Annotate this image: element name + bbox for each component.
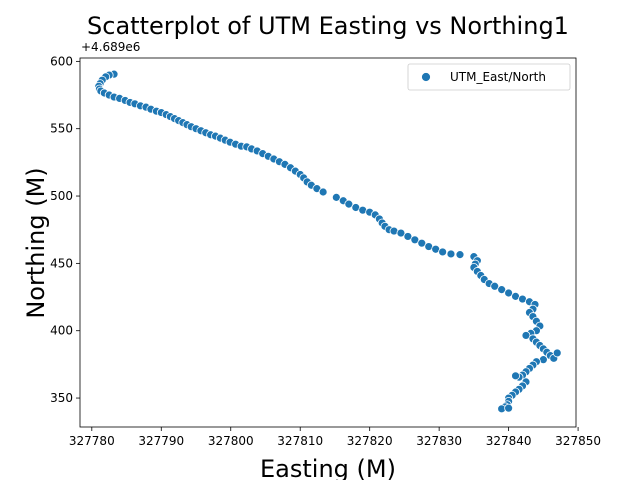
x-axis: 327780 327790 327800 327810 327820 327830 3278… — [69, 427, 601, 448]
legend-marker — [421, 72, 431, 82]
plot-frame — [79, 57, 577, 428]
x-tick-label: 327830 — [416, 434, 462, 448]
plot-area: 327780 327790 327800 327810 327820 327830 3278… — [50, 54, 601, 448]
data-point — [403, 232, 413, 241]
data-point — [490, 281, 500, 291]
x-tick-label: 327810 — [277, 434, 323, 448]
x-tick-label: 327820 — [347, 434, 393, 448]
y-tick-label: 500 — [50, 189, 73, 203]
scatter-points — [94, 69, 562, 414]
data-point — [318, 187, 328, 197]
y-axis-offset-label: +4.689e6 — [81, 40, 140, 54]
y-axis: 350 400 450 500 550 600 — [50, 54, 80, 405]
data-point — [497, 285, 507, 295]
y-tick-label: 350 — [50, 391, 73, 405]
y-tick-label: 550 — [50, 122, 73, 136]
data-point — [552, 348, 562, 358]
data-point — [521, 331, 531, 340]
y-axis-label: Northing (M) — [22, 167, 50, 318]
y-tick-label: 600 — [50, 54, 73, 68]
x-tick-label: 327840 — [486, 434, 532, 448]
x-axis-label: Easting (M) — [260, 455, 396, 480]
x-tick-label: 327780 — [69, 434, 115, 448]
data-point — [417, 238, 427, 248]
legend: UTM_East/North — [407, 63, 571, 91]
y-tick-label: 450 — [50, 256, 73, 270]
data-point — [504, 403, 514, 413]
x-tick-label: 327790 — [138, 434, 184, 448]
data-point — [344, 199, 354, 209]
x-tick-label: 327800 — [208, 434, 254, 448]
data-point — [504, 288, 514, 298]
data-point — [511, 371, 520, 381]
y-tick-label: 400 — [50, 324, 73, 338]
data-point — [438, 247, 448, 257]
legend-box — [407, 63, 571, 91]
data-point — [410, 235, 420, 245]
x-tick-label: 327850 — [555, 434, 601, 448]
legend-label: UTM_East/North — [450, 70, 546, 84]
chart-title: Scatterplot of UTM Easting vs Northing1 — [87, 12, 569, 40]
data-point — [331, 192, 341, 202]
data-point — [455, 250, 465, 260]
data-point — [446, 249, 456, 259]
data-point — [396, 228, 406, 238]
